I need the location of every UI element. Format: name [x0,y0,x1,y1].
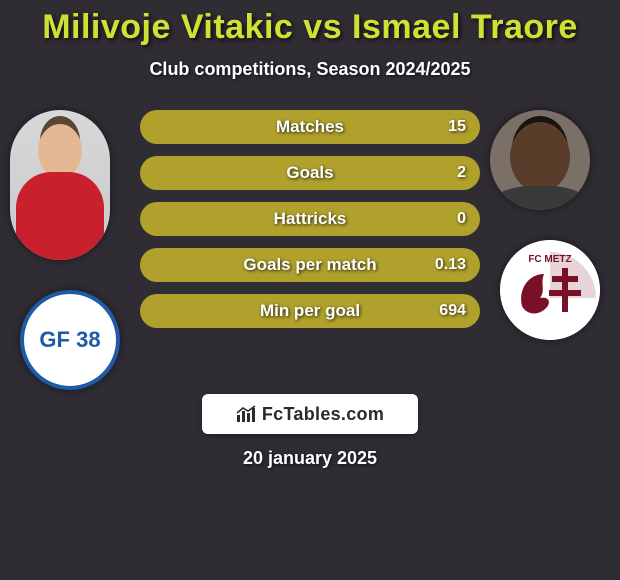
chart-icon [236,405,256,423]
stat-bars: Matches15 Goals2 Hattricks0 Goals per match… [140,110,480,340]
player-right-head [510,122,570,192]
player-right-face [490,110,590,210]
stat-label: Goals per match [140,248,480,282]
player-left-club-label: GF 38 [39,329,100,351]
snapshot-date: 20 january 2025 [0,448,620,469]
stat-row: Matches15 [140,110,480,144]
stat-row: Goals per match0.13 [140,248,480,282]
player-left-avatar [10,110,110,260]
subtitle: Club competitions, Season 2024/2025 [0,59,620,80]
crest-text: FC METZ [528,254,571,265]
stat-row: Hattricks0 [140,202,480,236]
stat-row: Min per goal694 [140,294,480,328]
player-right-club: FC METZ [500,240,600,340]
club-right-crest: FC METZ [500,240,600,340]
stat-label: Goals [140,156,480,190]
player-left-club: GF 38 [20,290,120,390]
stat-label: Matches [140,110,480,144]
stat-value: 2 [457,156,466,190]
player-right-avatar [490,110,590,210]
player-right-club-inner: FC METZ [500,240,600,340]
source-badge-text: FcTables.com [262,404,384,425]
player-right-body [494,186,586,210]
stat-value: 15 [448,110,466,144]
player-left-face [10,110,110,260]
stat-row: Goals2 [140,156,480,190]
stat-value: 0 [457,202,466,236]
player-left-head [38,124,82,178]
stat-value: 694 [439,294,466,328]
player-left-body [16,172,104,260]
source-badge: FcTables.com [202,394,418,434]
stat-label: Min per goal [140,294,480,328]
stat-value: 0.13 [435,248,466,282]
content-area: GF 38 [0,110,620,390]
stat-label: Hattricks [140,202,480,236]
comparison-card: Milivoje Vitakic vs Ismael Traore Club c… [0,0,620,580]
page-title: Milivoje Vitakic vs Ismael Traore [0,0,620,47]
